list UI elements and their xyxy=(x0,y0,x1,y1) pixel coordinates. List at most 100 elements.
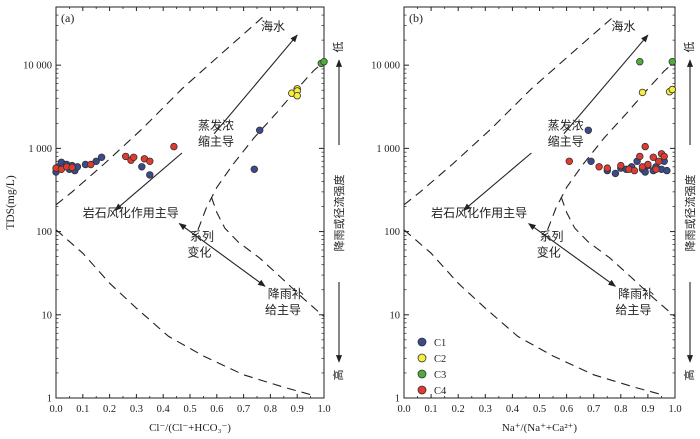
x-tick-label: 0.3 xyxy=(130,404,143,415)
annotation-rock: 岩石风化作用主导 xyxy=(83,205,179,220)
x-tick-label: 0.8 xyxy=(614,404,627,415)
x-tick-label: 0.1 xyxy=(425,404,438,415)
data-point-c4 xyxy=(641,142,649,151)
x-tick-label: 0.5 xyxy=(533,404,546,415)
data-point-c3 xyxy=(320,58,328,66)
boundary-curve-upper xyxy=(403,14,616,206)
panel-a: 0.0 0.1 0.2 0.3 0.4 0.5 0.6 0.7 0.8 0.9 1.0 1 10 100 1… xyxy=(5,6,346,434)
data-point-c1 xyxy=(663,166,671,175)
legend-label-c1: C1 xyxy=(434,338,446,349)
x-tick-label: 0.9 xyxy=(291,404,304,415)
data-point-c1 xyxy=(584,126,592,134)
x-tick-label: 0.3 xyxy=(479,404,492,415)
data-point-c3 xyxy=(668,58,676,66)
data-point-c3 xyxy=(636,58,644,66)
annotation-series: 变化 xyxy=(537,245,561,260)
data-point-c2 xyxy=(638,88,647,97)
arrow-evaporation xyxy=(563,34,649,135)
annotation-rain: 降雨补 xyxy=(268,287,304,301)
data-point-c4 xyxy=(655,157,663,165)
x-tick-label: 0.7 xyxy=(237,404,250,415)
side-axis-low-label: 低 xyxy=(332,42,345,53)
legend-label-c2: C2 xyxy=(434,354,446,365)
data-point-c1 xyxy=(146,171,154,179)
y-tick-label: 1 xyxy=(395,394,400,405)
arrow-evaporation xyxy=(213,34,298,135)
data-point-c4 xyxy=(630,166,639,175)
data-point-c2 xyxy=(668,85,676,94)
x-tick-label: 0.1 xyxy=(76,404,89,415)
arrow-rock xyxy=(463,152,532,211)
boundary-curve-lower xyxy=(55,229,311,396)
data-point-c1 xyxy=(250,165,258,173)
y-tick-label: 10 xyxy=(390,310,401,321)
side-axis-low-label: 低 xyxy=(683,42,696,53)
annotation-evaporation: 蒸发浓 xyxy=(548,118,584,133)
data-point-c4 xyxy=(87,160,95,169)
data-point-c4 xyxy=(636,152,644,161)
data-point-c2 xyxy=(293,91,301,100)
x-tick-label: 0.7 xyxy=(587,404,600,415)
boundary-curve-inner-upper xyxy=(197,61,325,230)
y-tick-label: 1 000 xyxy=(28,144,52,155)
x-tick-label: 0.0 xyxy=(397,404,410,415)
panel-label: (a) xyxy=(61,11,74,25)
data-point-c4 xyxy=(565,157,573,165)
annotation-series: 变化 xyxy=(187,245,211,260)
annotation-series: 系列 xyxy=(540,230,564,244)
x-tick-label: 0.9 xyxy=(641,404,654,415)
panel-label: (b) xyxy=(409,11,423,25)
plot-frame xyxy=(55,6,325,399)
data-point-c4 xyxy=(652,165,660,173)
legend-label-c3: C3 xyxy=(434,370,446,381)
data-point-c1 xyxy=(611,169,620,178)
x-tick-label: 1.0 xyxy=(668,404,681,415)
data-point-c4 xyxy=(660,152,668,161)
data-point-c4 xyxy=(595,163,603,171)
annotation-evaporation: 缩主导 xyxy=(198,134,234,149)
annotation-evaporation: 蒸发浓 xyxy=(198,118,234,133)
data-point-c1 xyxy=(97,153,106,161)
annotation-rain: 降雨补 xyxy=(618,287,654,301)
data-point-c4 xyxy=(644,160,652,169)
data-point-c4 xyxy=(121,152,130,161)
x-tick-label: 0.0 xyxy=(49,404,62,415)
x-tick-label: 1.0 xyxy=(317,404,330,415)
x-tick-label: 0.8 xyxy=(264,404,277,415)
arrow-series xyxy=(528,223,617,287)
boundary-curve-lower xyxy=(403,229,662,396)
x-tick-label: 0.2 xyxy=(103,404,116,415)
panel-b: 0.0 0.1 0.2 0.3 0.4 0.5 0.6 0.7 0.8 0.9 1.0 1 10 100 1… xyxy=(371,6,697,434)
legend-marker-c2 xyxy=(417,353,427,363)
side-axis-label: 降雨或径流强度 xyxy=(683,175,697,252)
y-tick-label: 100 xyxy=(36,227,52,238)
y-tick-label: 1 000 xyxy=(376,144,400,155)
data-point-c4 xyxy=(603,164,611,172)
arrow-rock xyxy=(114,152,183,211)
data-point-c1 xyxy=(256,126,264,134)
boundary-curve-inner-upper xyxy=(547,61,676,230)
x-tick-label: 0.2 xyxy=(452,404,465,415)
y-tick-label: 10 000 xyxy=(23,61,52,72)
data-point-c4 xyxy=(649,153,657,161)
annotation-evaporation: 缩主导 xyxy=(548,134,584,149)
y-tick-label: 10 000 xyxy=(371,61,400,72)
x-tick-label: 0.5 xyxy=(183,404,196,415)
side-axis-high-label: 高 xyxy=(682,370,696,381)
annotation-seawater: 海水 xyxy=(261,19,285,34)
data-point-c4 xyxy=(129,153,138,161)
data-point-c1 xyxy=(138,163,146,171)
x-tick-label: 0.6 xyxy=(560,404,573,415)
x-axis-label: Na⁺/(Na⁺+Ca²⁺) xyxy=(502,422,578,434)
side-axis-label: 降雨或径流强度 xyxy=(332,175,346,252)
annotation-series: 系列 xyxy=(190,230,214,244)
annotation-rock: 岩石风化作用主导 xyxy=(431,205,527,220)
y-axis-label: TDS(mg/L) xyxy=(5,175,17,229)
y-tick-label: 100 xyxy=(384,227,400,238)
x-tick-label: 0.4 xyxy=(157,404,171,415)
side-axis-high-label: 高 xyxy=(331,370,345,381)
boundary-curve-upper xyxy=(55,14,266,206)
data-point-c4 xyxy=(146,157,154,165)
data-point-c1 xyxy=(92,157,100,165)
